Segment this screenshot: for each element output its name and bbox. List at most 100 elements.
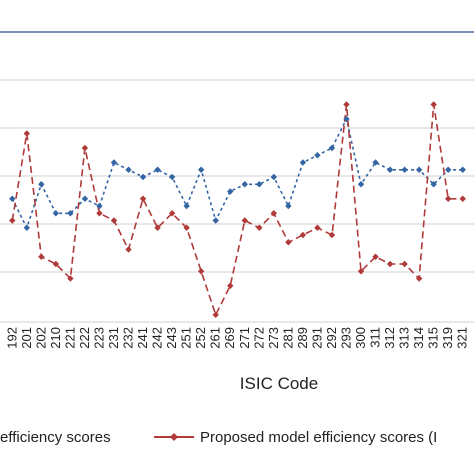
data-point-series2-221	[67, 275, 74, 282]
data-point-series1-243	[168, 173, 176, 181]
data-point-series2-314	[415, 275, 423, 282]
x-tick-label: 319	[440, 327, 455, 349]
data-point-series1-273	[270, 173, 278, 181]
data-point-series1-312	[386, 166, 394, 173]
data-point-series2-281	[285, 239, 292, 246]
x-tick-label: 223	[91, 327, 106, 349]
legend-label-proposed: Proposed model efficiency scores (I	[200, 429, 437, 446]
data-point-series1-261	[212, 217, 219, 224]
series-line-1	[11, 116, 463, 230]
data-point-series1-269	[227, 188, 234, 195]
legend-label-efficiency-scores: efficiency scores	[0, 429, 111, 446]
data-point-series2-241	[139, 195, 147, 202]
data-point-series1-291	[314, 152, 321, 159]
series-lines	[11, 104, 463, 317]
data-point-series1-313	[401, 166, 408, 173]
data-point-series2-243	[168, 210, 176, 217]
data-point-series1-271	[241, 181, 248, 188]
data-point-series2-313	[401, 260, 408, 268]
x-tick-label: 202	[33, 327, 48, 349]
x-tick-label: 210	[48, 327, 63, 349]
x-tick-label: 300	[353, 327, 368, 349]
data-point-series2-202	[38, 253, 45, 260]
data-point-series1-222	[81, 195, 89, 202]
data-point-series1-232	[125, 166, 132, 173]
x-tick-label: 272	[251, 327, 266, 349]
data-point-series1-300	[357, 181, 365, 188]
data-point-series1-252	[197, 166, 205, 173]
data-point-series1-315	[430, 181, 437, 188]
x-tick-label: 271	[237, 327, 252, 349]
x-tick-label: 289	[295, 327, 310, 349]
data-point-series2-242	[154, 224, 161, 231]
data-point-series2-315	[430, 101, 437, 108]
x-tick-label: 242	[150, 327, 165, 349]
data-point-series2-269	[227, 282, 234, 289]
data-point-series2-223	[96, 210, 103, 217]
x-tick-label: 232	[121, 327, 136, 349]
x-tick-label: 292	[324, 327, 339, 349]
data-point-series2-192	[9, 217, 16, 224]
data-point-series2-291	[314, 224, 321, 231]
data-point-series2-251	[183, 224, 190, 231]
x-tick-label: 222	[77, 327, 92, 349]
x-tick-label: 221	[62, 327, 77, 349]
data-point-series1-289	[299, 159, 307, 166]
legend-marker-proposed	[170, 433, 178, 441]
data-point-series2-252	[197, 268, 205, 275]
data-point-series2-273	[270, 210, 278, 217]
data-point-series1-241	[139, 173, 147, 181]
data-point-series1-210	[52, 210, 60, 217]
x-tick-label: 291	[309, 327, 324, 349]
x-tick-label: 315	[426, 327, 441, 349]
data-point-series2-321	[459, 195, 466, 202]
data-point-series2-271	[241, 217, 248, 224]
data-point-series1-319	[445, 166, 452, 173]
data-point-series2-293	[343, 101, 350, 108]
x-tick-label: 241	[135, 327, 150, 349]
data-point-series2-311	[372, 253, 379, 260]
data-point-series1-251	[183, 202, 190, 210]
series-points	[9, 101, 466, 318]
data-point-series2-289	[299, 231, 307, 239]
x-tick-label: 311	[368, 327, 383, 348]
x-tick-labels: 192 201 202 210 221 222 223 231 232 241 242 243 251 2…	[4, 327, 469, 349]
data-point-series2-319	[445, 195, 452, 202]
x-tick-label: 281	[280, 327, 295, 349]
x-tick-label: 243	[164, 327, 179, 349]
x-tick-label: 312	[382, 327, 397, 349]
data-point-series1-281	[285, 202, 292, 210]
data-point-series1-272	[256, 181, 263, 188]
gridlines	[0, 31, 474, 323]
data-point-series1-311	[372, 159, 379, 166]
data-point-series1-221	[67, 210, 74, 217]
data-point-series2-201	[23, 130, 30, 137]
data-point-series1-314	[415, 166, 423, 173]
data-point-series2-292	[328, 231, 336, 239]
x-axis-title: ISIC Code	[240, 374, 318, 393]
data-point-series2-210	[52, 260, 60, 268]
x-tick-label: 231	[106, 327, 121, 349]
data-point-series2-232	[125, 246, 132, 253]
data-point-series1-242	[154, 166, 161, 173]
data-point-series2-300	[357, 268, 365, 275]
data-point-series2-231	[110, 217, 118, 224]
data-point-series2-222	[81, 144, 89, 152]
data-point-series1-293	[343, 115, 350, 123]
x-tick-label: 192	[4, 327, 19, 349]
x-tick-label: 251	[179, 327, 194, 349]
x-tick-label: 252	[193, 327, 208, 349]
x-tick-label: 261	[208, 327, 223, 349]
data-point-series1-321	[459, 166, 466, 173]
x-tick-label: 269	[222, 327, 237, 349]
legend: efficiency scores Proposed model efficie…	[0, 429, 437, 446]
data-point-series1-201	[23, 224, 30, 231]
x-tick-label: 273	[266, 327, 281, 349]
data-point-series2-312	[386, 260, 394, 268]
data-point-series1-231	[110, 159, 118, 166]
x-tick-label: 314	[411, 327, 426, 349]
data-point-series1-202	[38, 181, 45, 188]
data-point-series1-192	[9, 195, 16, 202]
x-tick-label: 313	[397, 327, 412, 349]
